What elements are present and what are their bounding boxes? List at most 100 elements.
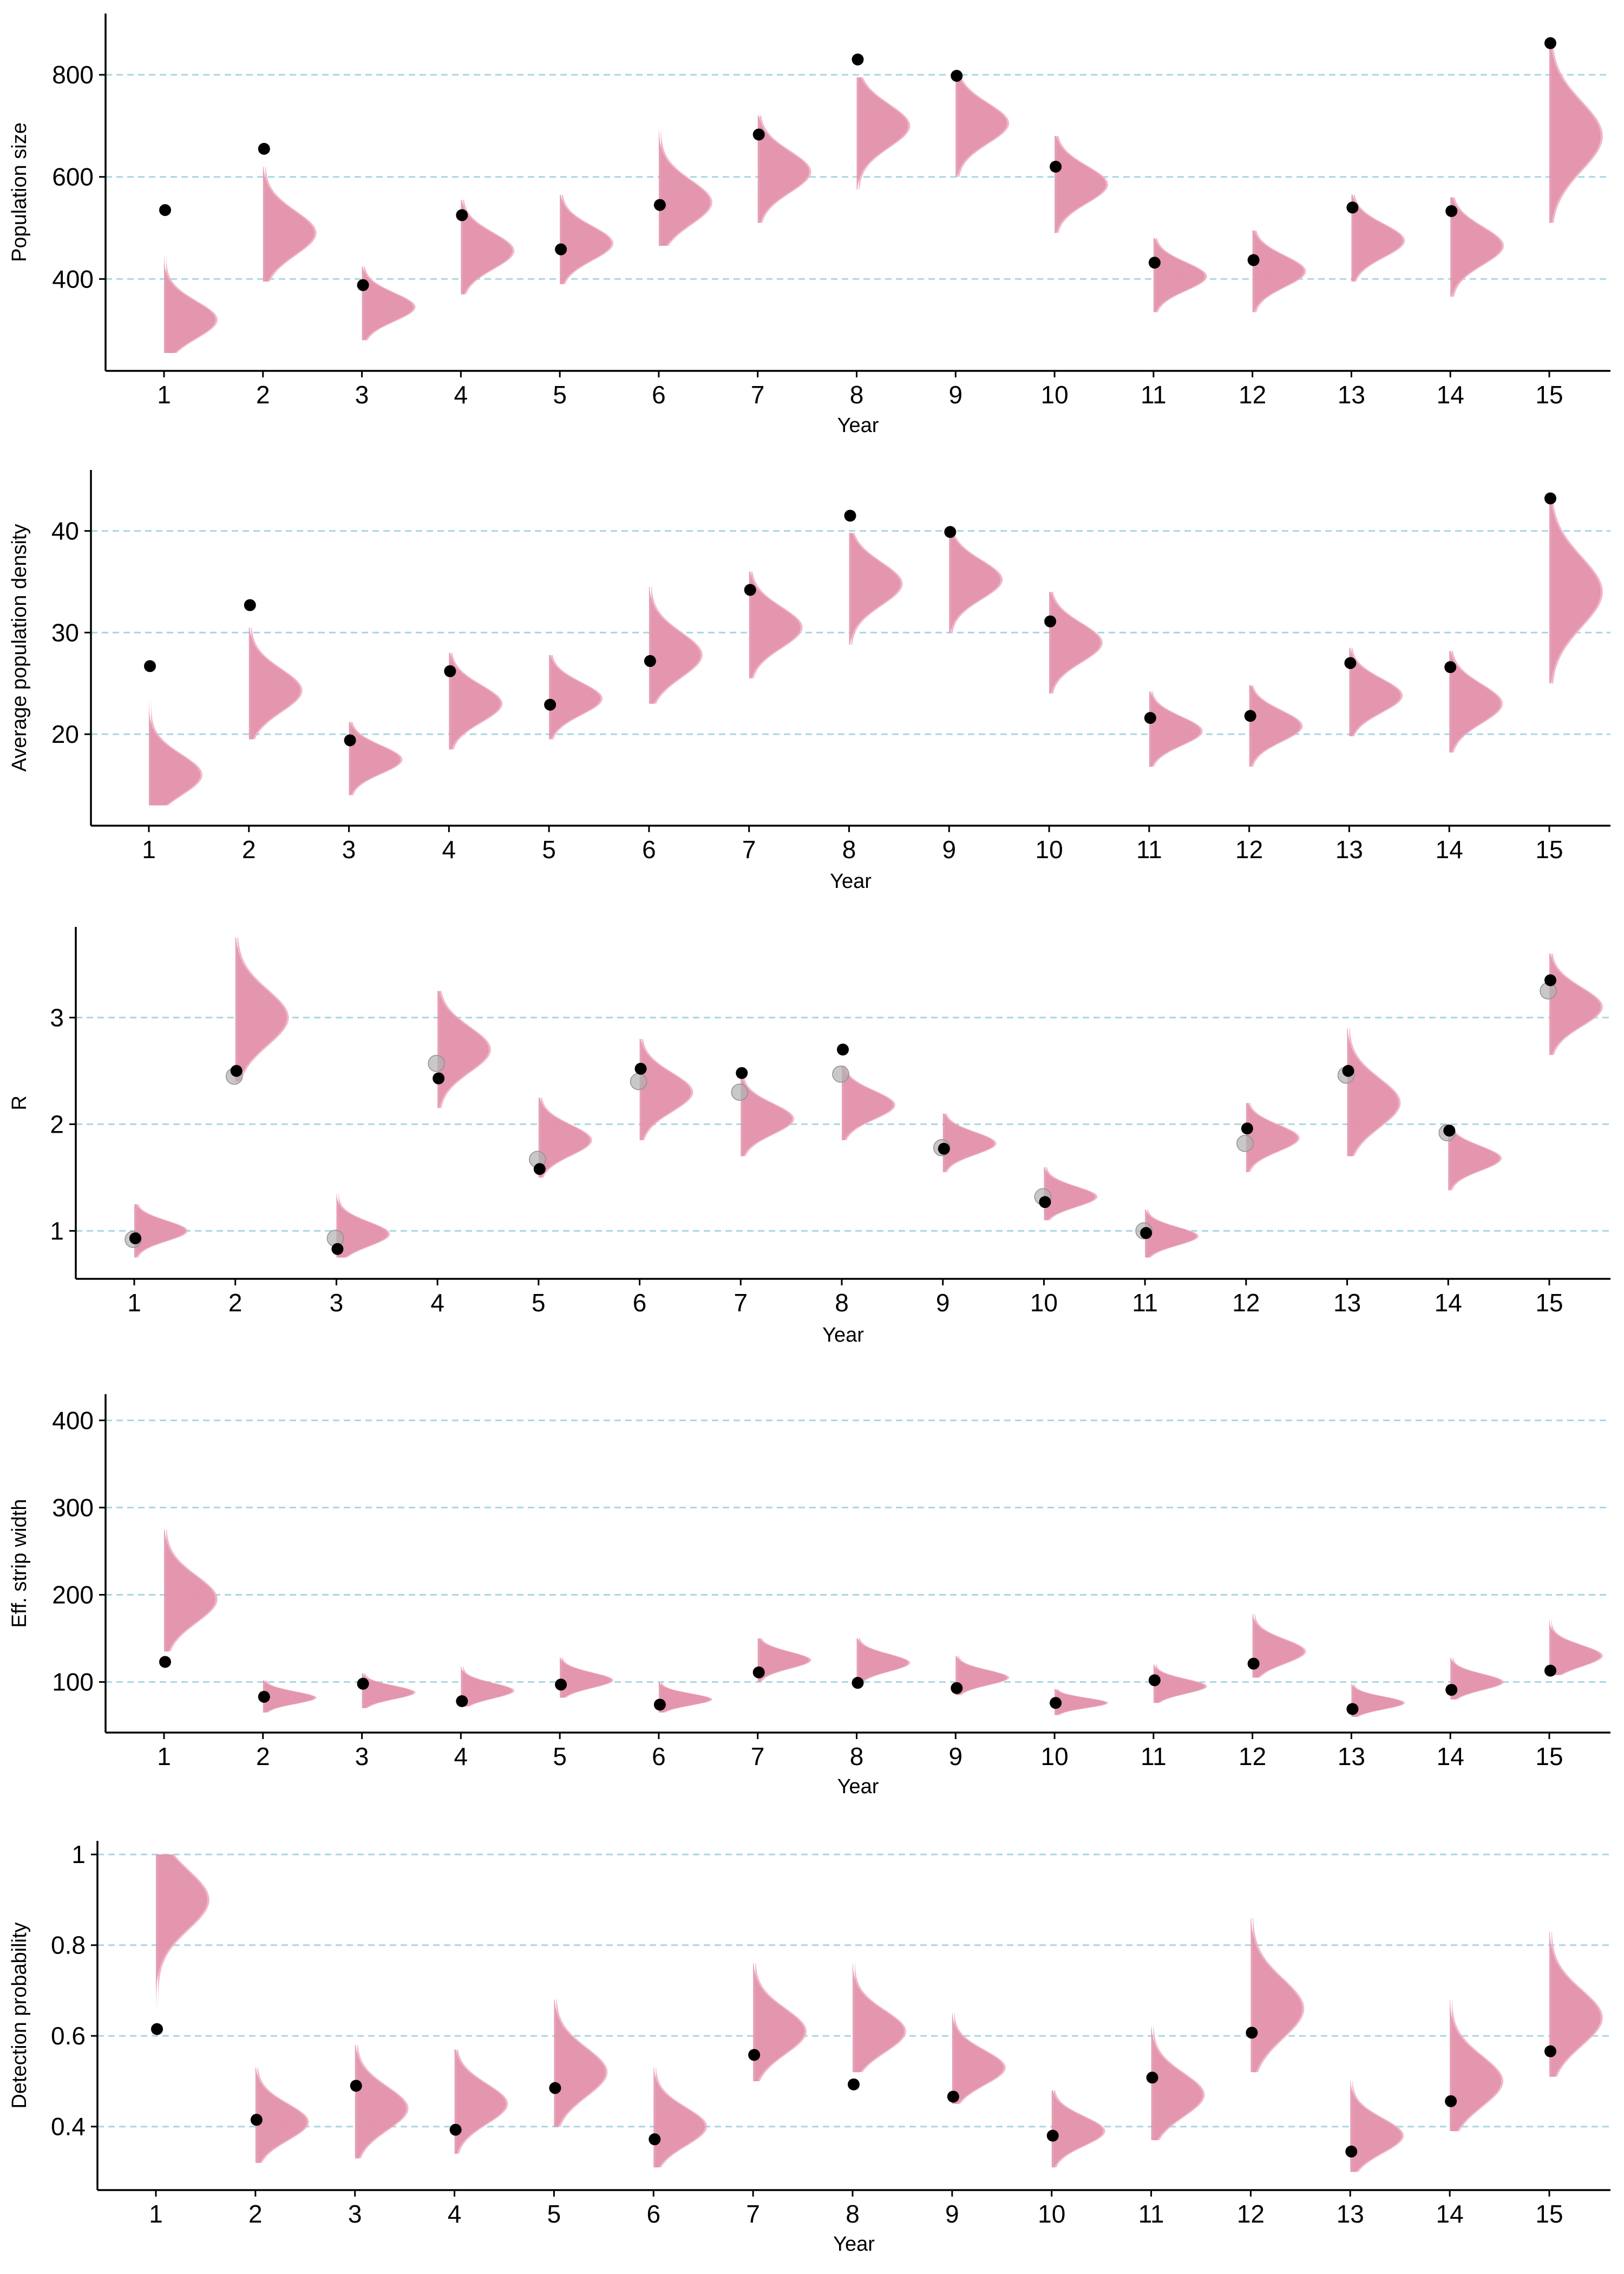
x-tick-label: 15 <box>1535 1742 1563 1770</box>
violin <box>1450 1999 1502 2132</box>
y-tick-label: 100 <box>52 1668 94 1696</box>
point <box>944 526 957 538</box>
x-tick-label: 11 <box>1136 835 1162 864</box>
violin <box>1350 2081 1402 2172</box>
violin <box>560 194 612 284</box>
violin <box>749 571 801 678</box>
x-tick-label: 1 <box>149 2200 163 2228</box>
x-tick-label: 2 <box>256 1742 270 1770</box>
point <box>433 1072 445 1084</box>
point <box>344 734 356 747</box>
point <box>1247 1657 1260 1670</box>
violin <box>849 533 901 645</box>
x-tick-label: 5 <box>542 835 556 864</box>
point <box>1445 2095 1457 2107</box>
x-tick-label: 6 <box>642 835 656 864</box>
x-tick-label: 5 <box>553 381 567 409</box>
point <box>350 2080 362 2092</box>
x-tick-label: 2 <box>242 835 256 864</box>
x-tick-label: 10 <box>1040 381 1068 409</box>
point <box>1050 160 1062 173</box>
x-tick-label: 14 <box>1436 2200 1464 2228</box>
violin <box>461 1666 513 1707</box>
point <box>1344 657 1357 669</box>
x-tick-label: 10 <box>1030 1289 1058 1317</box>
violin <box>1055 1689 1106 1715</box>
violin <box>263 1680 315 1713</box>
violin <box>1250 1918 1302 2073</box>
violin <box>1151 2027 1203 2140</box>
point-alt <box>630 1073 647 1090</box>
x-tick-label: 13 <box>1335 835 1363 864</box>
point <box>1544 974 1556 986</box>
point <box>1544 2045 1556 2057</box>
x-tick-label: 6 <box>633 1289 647 1317</box>
violin <box>1347 1028 1399 1156</box>
point <box>1445 1684 1458 1696</box>
point <box>1247 254 1260 266</box>
x-tick-label: 11 <box>1132 1289 1158 1317</box>
violin <box>842 1066 893 1140</box>
point <box>1445 205 1458 217</box>
violin <box>549 655 601 740</box>
x-tick-label: 2 <box>228 1289 243 1317</box>
x-tick-label: 8 <box>850 381 864 409</box>
violin <box>856 1638 908 1684</box>
violin <box>449 652 501 750</box>
x-tick-label: 2 <box>248 2200 263 2228</box>
x-tick-label: 2 <box>256 381 270 409</box>
point <box>1346 1703 1359 1715</box>
point <box>129 1232 141 1245</box>
violin <box>1351 1683 1403 1717</box>
x-tick-label: 9 <box>936 1289 950 1317</box>
x-axis-title: Year <box>830 870 872 893</box>
point <box>456 1695 468 1708</box>
x-tick-label: 12 <box>1235 835 1263 864</box>
violin <box>1252 230 1304 312</box>
point <box>1046 2129 1059 2142</box>
point <box>449 2123 462 2136</box>
violin <box>1349 648 1401 736</box>
point-alt <box>1236 1135 1254 1152</box>
violin <box>741 1076 793 1156</box>
x-tick-label: 1 <box>157 381 171 409</box>
point <box>1544 492 1556 505</box>
point <box>1050 1697 1062 1709</box>
point <box>357 279 369 291</box>
violin <box>1252 1613 1304 1678</box>
violin <box>349 722 401 795</box>
point <box>649 2133 661 2146</box>
point <box>844 509 856 522</box>
violin <box>538 1097 590 1178</box>
x-tick-label: 7 <box>746 2200 760 2228</box>
x-tick-label: 7 <box>751 1742 765 1770</box>
violin <box>658 1682 710 1713</box>
point <box>444 665 456 677</box>
violin <box>1055 136 1106 233</box>
violin <box>853 1963 904 2073</box>
violin <box>952 2013 1004 2104</box>
violin <box>1145 1209 1197 1258</box>
point <box>549 2082 561 2094</box>
x-tick-label: 6 <box>646 2200 660 2228</box>
point <box>230 1064 243 1077</box>
point <box>634 1062 647 1075</box>
y-tick-label: 1 <box>50 1217 64 1245</box>
x-tick-label: 14 <box>1437 381 1464 409</box>
violin <box>1450 1657 1502 1700</box>
x-tick-label: 3 <box>330 1289 344 1317</box>
point <box>752 1666 765 1678</box>
violin <box>639 1038 691 1140</box>
x-tick-label: 7 <box>751 381 765 409</box>
x-axis-title: Year <box>837 1775 879 1798</box>
point <box>151 2023 163 2035</box>
y-axis-title: Detection probability <box>8 1922 31 2108</box>
x-axis-title: Year <box>822 1324 864 1347</box>
violin <box>1351 194 1403 282</box>
point <box>1241 1122 1253 1135</box>
x-axis-title: Year <box>837 414 879 437</box>
violin <box>554 1999 606 2127</box>
